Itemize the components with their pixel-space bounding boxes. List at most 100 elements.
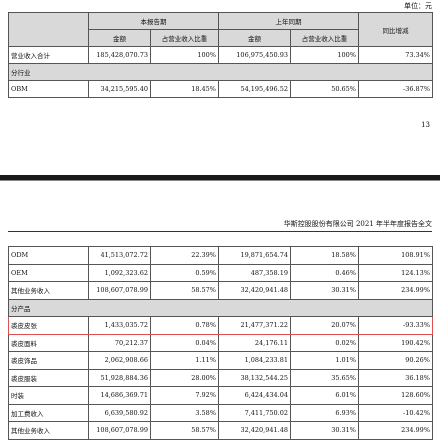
row-label: 加工费收入	[8, 403, 89, 422]
cell-value: 1.01%	[290, 351, 359, 370]
cell-value: 38,132,544.25	[218, 368, 291, 387]
data-row: 裘皮服装 51,928,884.36 28.00% 38,132,544.25 35.6…	[8, 368, 433, 387]
cell-value: 35.65%	[290, 368, 359, 387]
cell-value: 41,513,072.72	[88, 246, 151, 265]
data-row: OBM 34,215,595.40 18.45% 54,195,496.52 50.65…	[8, 80, 433, 98]
cell-value: 6.01%	[290, 386, 359, 405]
cell-value: 70,212.37	[88, 333, 151, 352]
revenue-table-continued: ODM 41,513,072.72 22.39% 19,871,654.74 18.58…	[8, 246, 433, 440]
cell-value: 190.42%	[358, 333, 433, 352]
row-label: 裘皮饰品	[8, 351, 89, 370]
cell-value: 6,424,434.04	[218, 386, 291, 405]
subheader: 金额	[88, 29, 151, 47]
data-row: 营业收入合计 185,428,070.73 100% 106,975,450.93 10…	[8, 46, 433, 64]
row-label: 时装	[8, 386, 89, 405]
row-label: 营业收入合计	[8, 46, 89, 64]
cell-value: 34,215,595.40	[88, 80, 151, 98]
cell-value: 108.91%	[358, 246, 433, 265]
cell-value: -36.87%	[358, 80, 433, 98]
cell-value: 58.57%	[150, 281, 219, 300]
data-row: 裘皮皮张 1,433,035.72 0.78% 21,477,371.22 20.07%…	[8, 316, 433, 335]
cell-value: 58.57%	[150, 421, 219, 440]
change-header: 同比增减	[358, 12, 433, 47]
cell-value: 0.02%	[290, 333, 359, 352]
cell-value: 234.99%	[358, 281, 433, 300]
cell-value: 20.07%	[290, 316, 359, 335]
cell-value: 90.26%	[358, 351, 433, 370]
section-label: 分行业	[8, 63, 433, 81]
cell-value: 6,639,580.92	[88, 403, 151, 422]
cell-value: 18.58%	[290, 246, 359, 265]
page-number: 13	[421, 121, 430, 129]
cell-value: 18.45%	[150, 80, 219, 98]
cell-value: 28.00%	[150, 368, 219, 387]
data-row: 加工费收入 6,639,580.92 3.58% 7,411,750.02 6.93% -…	[8, 403, 433, 422]
page-header: 华斯控股股份有限公司 2021 年半年度报告全文	[283, 220, 432, 228]
revenue-table: 本报告期 上年同期 同比增减 金额 占营业收入比重 金额 占营业收入比重 营业收…	[8, 12, 433, 98]
data-row: 裘皮饰品 2,062,908.66 1.11% 1,084,233.81 1.01% 90…	[8, 351, 433, 370]
cell-value: -10.42%	[358, 403, 433, 422]
row-label: 裘皮面料	[8, 333, 89, 352]
subheader: 金额	[218, 29, 291, 47]
section-label: 分产品	[8, 298, 433, 317]
row-label: OBM	[8, 80, 89, 98]
row-label: 裘皮皮张	[8, 316, 89, 335]
row-label: 其他业务收入	[8, 421, 89, 440]
cell-value: 19,871,654.74	[218, 246, 291, 265]
cell-value: 7,411,750.02	[218, 403, 291, 422]
cell-value: 36.18%	[358, 368, 433, 387]
cell-value: 100%	[150, 46, 219, 64]
cell-value: 185,428,070.73	[88, 46, 151, 64]
cell-value: 487,358.19	[218, 263, 291, 282]
section-row: 分行业	[8, 63, 433, 81]
group-header: 上年同期	[218, 12, 359, 30]
cell-value: 32,420,941.48	[218, 421, 291, 440]
cell-value: 7.92%	[150, 386, 219, 405]
blank-header	[8, 12, 89, 47]
unit-label: 单位：元	[404, 2, 432, 10]
data-row: ODM 41,513,072.72 22.39% 19,871,654.74 18.58…	[8, 246, 433, 265]
cell-value: 30.31%	[290, 281, 359, 300]
data-row: OEM 1,092,323.62 0.59% 487,358.19 0.46% 124.1…	[8, 263, 433, 282]
cell-value: 32,420,941.48	[218, 281, 291, 300]
cell-value: -93.33%	[358, 316, 433, 335]
cell-value: 100%	[290, 46, 359, 64]
cell-value: 30.31%	[290, 421, 359, 440]
group-header: 本报告期	[88, 12, 219, 30]
header-row: 本报告期 上年同期 同比增减	[8, 12, 433, 47]
cell-value: 0.59%	[150, 263, 219, 282]
section-row: 分产品	[8, 298, 433, 317]
cell-value: 2,062,908.66	[88, 351, 151, 370]
page-separator	[0, 175, 440, 180]
cell-value: 1,084,233.81	[218, 351, 291, 370]
cell-value: 106,975,450.93	[218, 46, 291, 64]
header-rule	[8, 231, 432, 232]
data-row: 其他业务收入 108,607,078.99 58.57% 32,420,941.48 3…	[8, 281, 433, 300]
cell-value: 124.13%	[358, 263, 433, 282]
cell-value: 73.34%	[358, 46, 433, 64]
row-label: ODM	[8, 246, 89, 265]
row-label: 其他业务收入	[8, 281, 89, 300]
data-row: 其他业务收入 108,607,078.99 58.57% 32,420,941.48 3…	[8, 421, 433, 440]
page-separator	[0, 180, 440, 181]
data-row: 裘皮面料 70,212.37 0.04% 24,176.11 0.02% 190.42%	[8, 333, 433, 352]
cell-value: 22.39%	[150, 246, 219, 265]
cell-value: 1,092,323.62	[88, 263, 151, 282]
row-label: OEM	[8, 263, 89, 282]
cell-value: 0.78%	[150, 316, 219, 335]
cell-value: 50.65%	[290, 80, 359, 98]
subheader: 占营业收入比重	[290, 29, 359, 47]
cell-value: 0.46%	[290, 263, 359, 282]
cell-value: 21,477,371.22	[218, 316, 291, 335]
cell-value: 14,686,369.71	[88, 386, 151, 405]
cell-value: 54,195,496.52	[218, 80, 291, 98]
cell-value: 6.93%	[290, 403, 359, 422]
data-row: 时装 14,686,369.71 7.92% 6,424,434.04 6.01% 128…	[8, 386, 433, 405]
cell-value: 51,928,884.36	[88, 368, 151, 387]
subheader: 占营业收入比重	[150, 29, 219, 47]
cell-value: 234.99%	[358, 421, 433, 440]
cell-value: 0.04%	[150, 333, 219, 352]
cell-value: 3.58%	[150, 403, 219, 422]
cell-value: 1,433,035.72	[88, 316, 151, 335]
